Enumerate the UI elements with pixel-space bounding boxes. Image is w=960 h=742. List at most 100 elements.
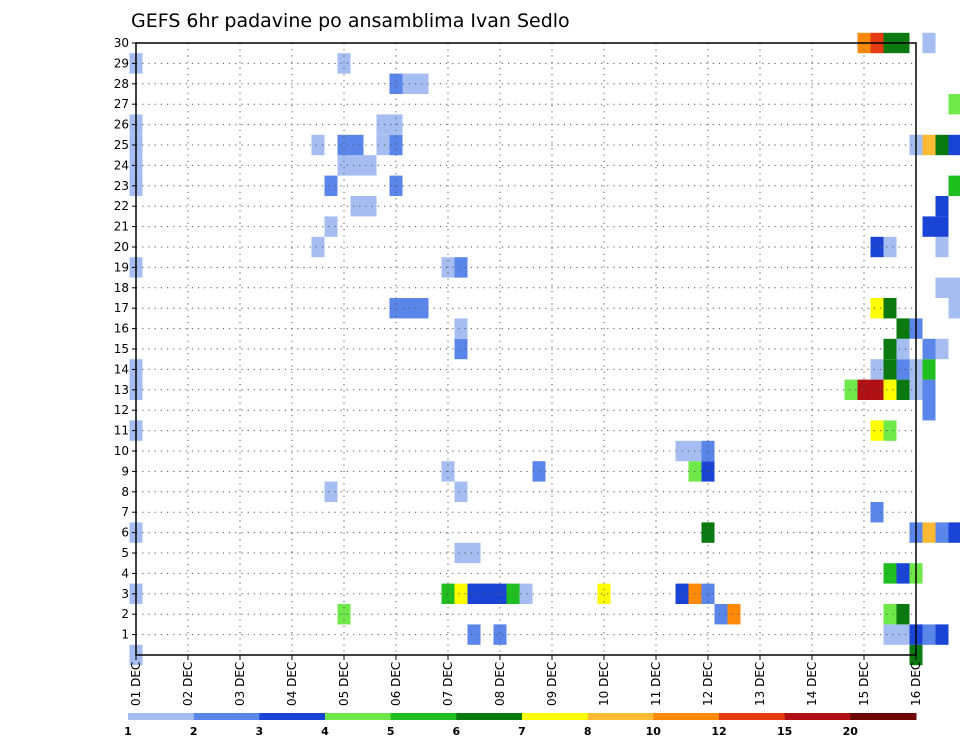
y-tick-label: 8 [121,485,129,499]
legend-swatch [128,713,195,720]
heatmap-cell-m24 [337,155,351,176]
legend-swatch [653,713,720,720]
heatmap-cell-m22 [935,196,949,217]
y-tick-label: 25 [114,138,129,152]
legend-swatch [325,713,392,720]
heatmap-cell-m25 [935,134,949,156]
heatmap-cell-m13 [870,379,884,400]
heatmap-cell-m16 [896,318,910,339]
heatmap-cell-m4 [883,563,897,584]
heatmap-cell-m13 [844,379,858,400]
heatmap-cell-m22 [363,196,377,217]
color-legend: 1 2 3 4 5 6 7 8 10 12 15 20 [124,713,917,738]
y-tick-label: 2 [121,607,129,621]
heatmap-cell-m13 [883,379,897,400]
heatmap-cell-m30 [922,32,936,54]
heatmap-cell-m22 [350,196,364,217]
heatmap-cell-m25 [311,134,325,156]
heatmap-cell-m6 [948,522,960,543]
heatmap-cell-m3 [701,583,715,604]
x-tick-label: 14 DEC [805,662,819,706]
heatmap-cell-m2 [883,604,897,625]
legend-swatch [850,713,917,720]
y-tick-label: 1 [121,628,129,642]
legend-label: 12 [711,725,726,738]
heatmap-cell-m18 [935,277,949,298]
y-tick-label: 3 [121,587,129,601]
heatmap-cell-m29 [337,53,351,74]
heatmap-cell-m17 [883,298,897,319]
heatmap-cell-m26 [376,114,390,135]
legend-swatch [456,713,523,720]
y-axis: 1234567891011121314151617181920212223242… [114,36,136,642]
heatmap-cell-m25 [389,134,403,156]
heatmap-cell-m4 [896,563,910,584]
legend-swatch [259,713,326,720]
heatmap-cell-m15 [935,338,949,360]
heatmap-cell-m2 [714,604,728,625]
heatmap-cells [129,32,960,666]
x-tick-label: 06 DEC [389,662,403,706]
heatmap-cell-m17 [389,298,403,319]
legend-label: 5 [387,725,395,738]
x-tick-label: 07 DEC [441,662,455,706]
heatmap-cell-m3 [506,583,520,604]
y-tick-label: 13 [114,383,129,397]
heatmap-cell-m15 [896,338,910,360]
heatmap-cell-m11 [870,420,884,441]
x-tick-label: 10 DEC [597,662,611,706]
legend-swatch [522,713,589,720]
heatmap-cell-m1 [935,624,949,645]
heatmap-cell-m24 [350,155,364,176]
heatmap-cell-m20 [935,236,949,258]
heatmap-cell-m8 [454,481,468,502]
heatmap-cell-m18 [948,277,960,298]
heatmap-cell-m14 [870,359,884,380]
x-tick-label: 04 DEC [285,662,299,706]
heatmap-cell-m5 [454,542,468,564]
y-tick-label: 22 [114,199,129,213]
y-tick-label: 4 [121,566,129,580]
legend-label: 6 [452,725,460,738]
x-tick-label: 01 DEC [129,662,143,706]
heatmap-cell-m25 [350,134,364,156]
heatmap-cell-m25 [948,134,960,156]
y-tick-label: 12 [114,403,129,417]
heatmap-cell-m15 [883,338,897,360]
y-tick-label: 16 [114,322,129,336]
legend-label: 1 [124,725,132,738]
heatmap-cell-m3 [493,583,507,604]
x-axis: 01 DEC 02 DEC 03 DEC 04 DEC 05 DEC 06 DEC 07 D… [129,655,923,706]
y-tick-label: 14 [114,362,129,376]
chart-title: GEFS 6hr padavine po ansamblima Ivan Sed… [131,10,570,32]
heatmap-cell-m13 [922,379,936,400]
heatmap-cell-m3 [597,583,611,604]
x-tick-label: 05 DEC [337,662,351,706]
heatmap-cell-m25 [337,134,351,156]
y-tick-label: 30 [114,36,129,50]
heatmap-cell-m14 [896,359,910,380]
heatmap-cell-m17 [948,298,960,319]
heatmap-cell-m6 [935,522,949,543]
heatmap-cell-m5 [467,542,481,564]
y-tick-label: 6 [121,526,129,540]
heatmap-cell-m8 [324,481,338,502]
heatmap-cell-m1 [467,624,481,645]
heatmap-cell-m14 [883,359,897,380]
legend-swatch [193,713,260,720]
y-tick-label: 5 [121,546,129,560]
heatmap-cell-m15 [922,338,936,360]
heatmap-cell-m24 [363,155,377,176]
x-tick-label: 16 DEC [909,662,923,706]
y-tick-label: 29 [114,56,129,70]
y-tick-label: 18 [114,281,129,295]
y-tick-label: 17 [114,301,129,315]
heatmap-cell-m23 [948,175,960,196]
y-tick-label: 21 [114,220,129,234]
y-tick-label: 27 [114,97,129,111]
heatmap-cell-m3 [480,583,494,604]
grid-lines [136,43,916,655]
heatmap-cell-m15 [454,338,468,360]
heatmap-cell-m2 [896,604,910,625]
